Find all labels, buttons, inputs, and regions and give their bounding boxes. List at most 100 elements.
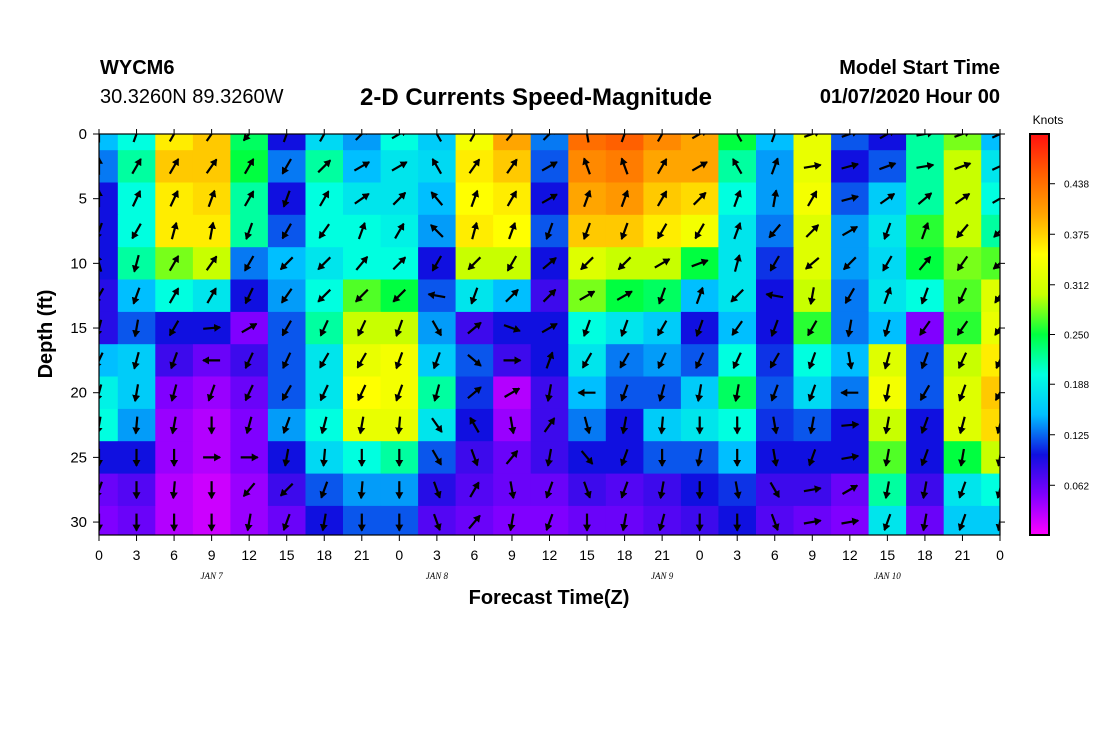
- current-arrow: [957, 287, 968, 305]
- current-arrow: [620, 189, 630, 208]
- current-arrow: [319, 416, 328, 435]
- x-tick-label: 6: [170, 547, 178, 563]
- heat-cell: [756, 134, 795, 151]
- current-arrow: [395, 416, 404, 435]
- current-arrow: [542, 288, 557, 303]
- current-arrow: [803, 517, 822, 526]
- current-arrow: [656, 158, 668, 175]
- current-arrow: [244, 352, 254, 370]
- current-arrow: [169, 352, 179, 370]
- x-tick-label: 9: [508, 547, 516, 563]
- x-tick-label: 3: [733, 547, 741, 563]
- current-arrow: [617, 256, 632, 271]
- x-tick-label: 15: [579, 547, 595, 563]
- current-arrow: [506, 255, 518, 272]
- current-arrow: [580, 450, 594, 465]
- model-start-value: 01/07/2020 Hour 00: [819, 86, 1000, 108]
- current-arrow: [730, 288, 744, 303]
- colorbar-tick-label: 0.250: [1064, 331, 1089, 342]
- x-tick-label: 12: [542, 547, 558, 563]
- current-arrow: [281, 384, 292, 401]
- current-arrow: [841, 517, 860, 526]
- current-arrow: [470, 189, 480, 208]
- current-arrow: [732, 352, 742, 370]
- heat-cell: [305, 134, 344, 151]
- heat-cell: [192, 134, 231, 151]
- y-tick-label: 0: [79, 126, 87, 143]
- heat-cell: [981, 214, 1000, 248]
- current-arrow: [394, 352, 404, 370]
- current-arrow: [471, 221, 479, 240]
- x-tick-label: 12: [241, 547, 257, 563]
- heat-cell: [943, 134, 982, 151]
- colorbar-tick-label: 0.438: [1064, 180, 1089, 191]
- date-label: JAN 7: [201, 571, 224, 581]
- heat-cell: [99, 441, 119, 475]
- current-arrow: [657, 416, 666, 435]
- current-arrow: [803, 134, 822, 138]
- current-arrow: [431, 255, 443, 272]
- current-arrow: [469, 416, 480, 433]
- current-arrow: [541, 193, 558, 204]
- current-arrow: [654, 258, 671, 269]
- current-arrow: [770, 384, 779, 402]
- current-arrow: [844, 287, 856, 304]
- x-tick-label: 0: [696, 547, 704, 563]
- current-arrow: [244, 384, 254, 402]
- current-arrow: [169, 416, 178, 435]
- current-arrow: [803, 485, 822, 494]
- current-arrow: [319, 190, 330, 207]
- current-arrow: [883, 448, 891, 467]
- current-arrow: [467, 386, 482, 400]
- heat-cell: [643, 134, 682, 151]
- current-arrow: [733, 481, 742, 500]
- current-arrow: [805, 257, 820, 270]
- current-arrow: [431, 449, 443, 466]
- current-arrow: [435, 134, 443, 142]
- current-arrow: [282, 448, 291, 467]
- heat-cell: [230, 134, 269, 151]
- current-arrow: [657, 513, 666, 532]
- current-arrow: [207, 189, 217, 208]
- current-arrow: [354, 192, 370, 205]
- heat-cell: [99, 150, 119, 184]
- current-arrow: [695, 384, 704, 403]
- current-arrow: [958, 448, 966, 467]
- heat-cell: [981, 134, 1000, 151]
- current-arrow: [916, 134, 935, 138]
- current-arrow: [992, 197, 1000, 204]
- x-tick-label: 0: [395, 547, 403, 563]
- current-arrow: [807, 416, 816, 435]
- current-arrow: [841, 161, 859, 170]
- current-arrow: [282, 513, 291, 532]
- heat-cell: [793, 134, 832, 151]
- station-coordinates: 30.3260N 89.3260W: [100, 86, 284, 108]
- current-arrow: [957, 352, 968, 370]
- current-arrow: [356, 352, 367, 369]
- heat-cell: [380, 134, 419, 151]
- heat-cell: [981, 376, 1000, 410]
- current-arrow: [582, 222, 591, 240]
- current-arrow: [805, 224, 820, 238]
- current-arrow: [770, 134, 776, 143]
- heat-cell: [267, 134, 306, 151]
- current-arrow: [169, 481, 178, 500]
- x-tick-label: 3: [433, 547, 441, 563]
- current-arrow: [132, 319, 141, 338]
- current-arrow: [991, 165, 1000, 171]
- current-arrow: [281, 320, 292, 337]
- current-arrow: [317, 288, 332, 303]
- heat-cell: [99, 214, 119, 248]
- heat-cell: [99, 376, 119, 410]
- current-arrow: [279, 482, 294, 497]
- current-arrow: [846, 351, 855, 370]
- current-arrow: [391, 161, 408, 172]
- current-arrow: [882, 319, 891, 338]
- current-arrow: [508, 481, 517, 500]
- heat-cell: [831, 505, 870, 535]
- current-arrow: [392, 288, 407, 303]
- current-arrow: [841, 420, 860, 429]
- current-arrow: [735, 134, 743, 142]
- chart-title: 2-D Currents Speed-Magnitude: [360, 84, 713, 111]
- current-arrow: [357, 384, 367, 402]
